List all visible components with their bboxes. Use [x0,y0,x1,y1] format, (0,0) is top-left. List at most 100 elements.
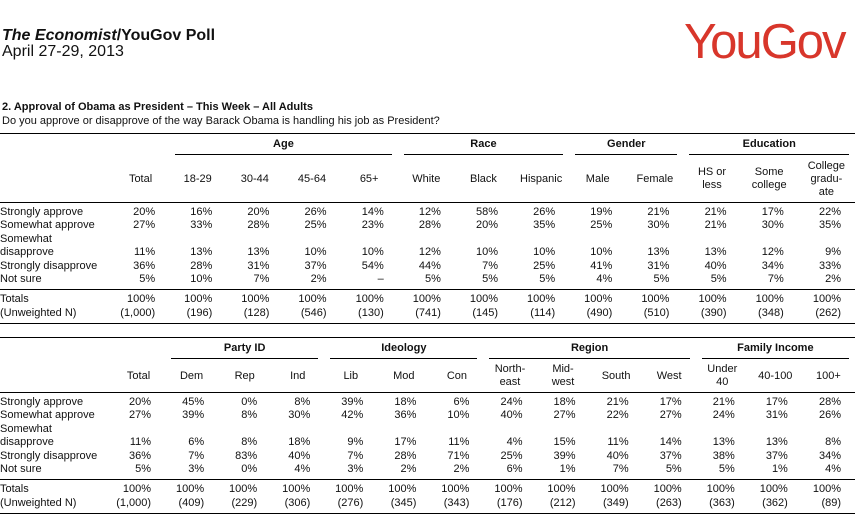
group-header [112,337,166,360]
table-row: Strongly approve 20% 16% 20% 26% 14% 12% 58% 26%… [0,203,855,220]
cell-value: 1% [771,463,788,476]
column-header: HS or less [683,156,741,203]
corner-cell [0,360,112,393]
cell-value: (306) [271,496,325,515]
table-row: Somewhat approve 27% 39% 8% 30% 42% 36% 10% 40% 2… [0,409,855,422]
cell-value: 3% [188,463,205,476]
group-label: Ideology [330,342,478,360]
cell-value: 100% [536,479,590,497]
cell-value: (89) [801,496,855,515]
cell-value: 100% [169,289,227,307]
cell-value: 17% [765,396,788,408]
table-row: (Unweighted N) (1,000) (409) (229) (306) (276… [0,496,855,515]
row-label: Somewhat disapprove [0,232,54,259]
cell-value: 40% [606,449,629,462]
cell-value: 5% [665,463,682,476]
cell-value: 100% [324,479,378,497]
cell-value: 16% [190,206,213,218]
cell-value: 23% [361,219,384,232]
table-row: Somewhat approve 27% 33% 28% 25% 23% 28% 20% 35%… [0,219,855,232]
row-label: Not sure [0,273,42,286]
cell-value: (114) [512,306,570,325]
row-label: Strongly approve [0,206,84,218]
cell-value: 100% [683,289,741,307]
cell-value: 10% [475,246,499,259]
cell-value: 3% [347,463,364,476]
cell-value: 40% [704,259,727,272]
cell-value: 7% [482,259,499,272]
cell-value: 5% [718,463,735,476]
cell-value: 6% [453,396,470,408]
cell-value: 100% [483,479,537,497]
column-header: Total [112,156,170,203]
cell-value: (128) [226,306,284,325]
cell-value: 34% [761,259,784,272]
row-label: Totals [0,289,112,307]
cell-value: 100% [512,289,570,307]
cell-value: 21% [704,206,727,218]
column-header: Rep [218,360,272,393]
cell-value: 1% [559,463,576,476]
cell-value: (741) [397,306,455,325]
cell-value: 5% [539,273,556,286]
cell-value: 27% [133,219,156,232]
cell-value: 4% [596,273,613,286]
cell-value: 13% [765,436,788,449]
cell-value: 30% [761,219,784,232]
cell-value: 13% [647,246,670,259]
row-label: Totals [0,479,112,497]
group-header: Family Income [695,337,855,360]
cell-value: 27% [659,409,682,422]
cell-value: 10% [447,409,470,422]
cell-value: (229) [218,496,272,515]
table-row: Strongly approve 20% 45% 0% 8% 39% 18% 6% 24% 18%… [0,393,855,410]
cell-value: 28% [394,449,417,462]
group-header [112,133,170,156]
cell-value: 5% [135,463,152,476]
cell-value: 4% [825,463,841,476]
cell-value: 36% [129,449,152,462]
cell-value: 10% [533,246,556,259]
cell-value: 5% [482,273,499,286]
table-row: Totals 100% 100% 100% 100% 100% 100% 100% 100% 10… [0,289,855,307]
cell-value: (145) [454,306,513,325]
cell-value: 28% [418,219,441,232]
column-header: Dem [165,360,219,393]
cell-value: 2% [453,463,470,476]
cell-value: 100% [340,289,398,307]
cell-value: 13% [712,436,735,449]
cell-value: 39% [553,449,576,462]
cell-value: 11% [448,436,470,449]
cell-value: 100% [112,289,170,307]
cell-value: 19% [590,206,613,218]
group-header-row: Age Race Gender Education [0,133,855,156]
cell-value: 100% [642,479,696,497]
row-label: (Unweighted N) [0,306,112,325]
cell-value: 31% [247,259,270,272]
column-header: Total [112,360,166,393]
table-row: Totals 100% 100% 100% 100% 100% 100% 100% 100% 10… [0,479,855,497]
cell-value: 34% [818,449,841,462]
column-header: 30-44 [226,156,284,203]
cell-value: (362) [748,496,802,515]
group-label: Age [175,138,392,156]
cell-value: 8% [241,409,258,422]
cell-value: 25% [500,449,523,462]
cell-value: 100% [226,289,284,307]
column-header: Male [569,156,627,203]
cell-value: 21% [606,396,629,408]
cell-value: 6% [188,436,205,449]
cell-value: (490) [569,306,627,325]
cell-value: 15% [553,436,576,449]
column-header-row: Total 18-29 30-44 45-64 65+ White Black Hispani… [0,156,855,203]
cell-value: 12% [418,246,441,259]
group-header: Race [397,133,570,156]
cell-value: 13% [190,246,213,259]
cell-value: 5% [710,273,727,286]
cell-value: 26% [533,206,556,218]
group-label: Region [489,342,690,360]
cell-value: 21% [704,219,727,232]
cell-value: 100% [797,289,855,307]
table-row: Strongly disapprove 36% 7% 83% 40% 7% 28% 71% 25… [0,450,855,463]
cell-value: (196) [169,306,227,325]
